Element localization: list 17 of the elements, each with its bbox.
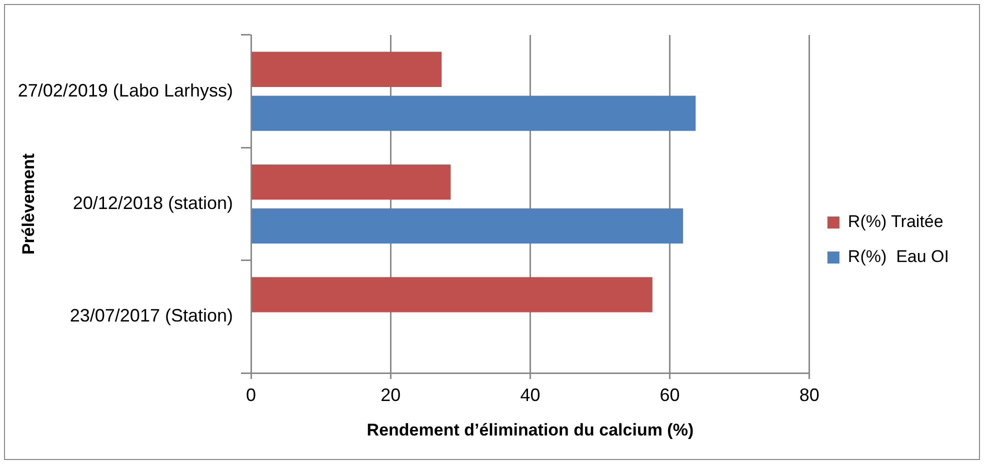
x-tick-label: 0	[246, 384, 256, 405]
y-tick-label: 20/12/2018 (station)	[72, 192, 233, 213]
legend-label: R(%) Eau OI	[848, 247, 950, 266]
x-axis-title: Rendement d’élimination du calcium (%)	[366, 420, 694, 440]
bar	[252, 277, 652, 312]
x-tick-label: 20	[380, 384, 401, 405]
y-tick-label: 23/07/2017 (Station)	[70, 306, 233, 326]
bar	[252, 96, 696, 131]
bar	[252, 52, 442, 87]
x-tick-label: 40	[520, 384, 540, 405]
x-tick-label: 80	[799, 384, 820, 405]
bar	[252, 164, 451, 200]
y-axis-title: Prélèvement	[18, 153, 38, 255]
bar	[252, 208, 684, 244]
y-tick-label: 27/02/2019 (Labo Larhyss)	[18, 80, 233, 100]
legend-label: R(%) Traitée	[848, 212, 944, 232]
x-tick-label: 60	[660, 384, 680, 405]
